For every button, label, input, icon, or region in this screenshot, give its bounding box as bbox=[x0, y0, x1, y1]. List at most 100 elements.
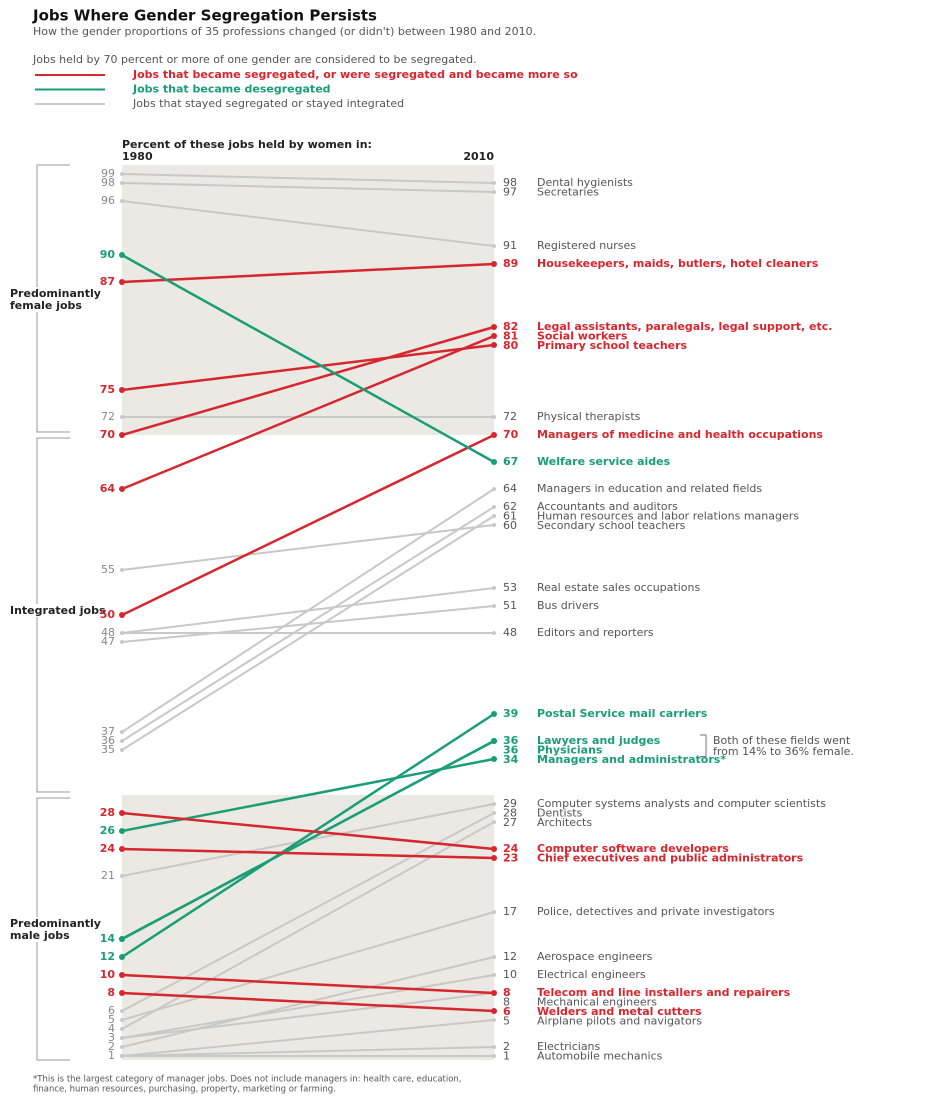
value-1980: 48 bbox=[101, 626, 115, 639]
job-name: Primary school teachers bbox=[537, 339, 688, 352]
value-2010: 61 bbox=[503, 510, 517, 523]
job-name: Mechanical engineers bbox=[537, 996, 657, 1009]
chart-subtitle: How the gender proportions of 35 profess… bbox=[33, 25, 536, 38]
group-label: Predominantly bbox=[10, 917, 101, 930]
dot-2010 bbox=[491, 459, 497, 465]
value-2010: 81 bbox=[503, 330, 518, 343]
dot-2010 bbox=[492, 505, 496, 509]
value-1980: 96 bbox=[101, 194, 115, 207]
value-1980: 4 bbox=[108, 1022, 115, 1035]
job-name: Telecom and line installers and repairer… bbox=[537, 986, 791, 999]
chart-title: Jobs Where Gender Segregation Persists bbox=[32, 7, 377, 25]
value-1980: 70 bbox=[100, 428, 116, 441]
dot-2010 bbox=[492, 523, 496, 527]
dot-1980 bbox=[120, 1036, 124, 1040]
value-2010: 39 bbox=[503, 707, 518, 720]
dot-2010 bbox=[491, 432, 497, 438]
value-1980: 1 bbox=[108, 1049, 115, 1062]
job-name: Physicians bbox=[537, 744, 603, 757]
value-1980: 10 bbox=[100, 968, 116, 981]
value-2010: 70 bbox=[503, 428, 519, 441]
annotation: Both of these fields went bbox=[713, 734, 851, 747]
value-2010: 6 bbox=[503, 1005, 511, 1018]
dot-2010 bbox=[491, 756, 497, 762]
value-2010: 89 bbox=[503, 257, 518, 270]
value-1980: 36 bbox=[101, 734, 115, 747]
value-2010: 2 bbox=[503, 1040, 510, 1053]
dot-2010 bbox=[491, 333, 497, 339]
dot-1980 bbox=[119, 828, 125, 834]
dot-2010 bbox=[491, 990, 497, 996]
label-bg bbox=[8, 287, 103, 300]
value-2010: 5 bbox=[503, 1015, 510, 1028]
job-name: Bus drivers bbox=[537, 599, 599, 612]
dot-2010 bbox=[492, 820, 496, 824]
slope-line bbox=[121, 253, 495, 464]
slope-line bbox=[121, 1046, 495, 1057]
slope-line bbox=[121, 605, 495, 643]
value-2010: 8 bbox=[503, 996, 510, 1009]
job-name: Postal Service mail carriers bbox=[537, 707, 708, 720]
group-label: female jobs bbox=[10, 299, 82, 312]
value-2010: 8 bbox=[503, 986, 511, 999]
dot-1980 bbox=[120, 181, 124, 185]
dot-1980 bbox=[119, 972, 125, 978]
value-1980: 2 bbox=[108, 1040, 115, 1053]
slope-line bbox=[121, 911, 495, 1021]
value-1980: 24 bbox=[100, 842, 116, 855]
slope-line bbox=[121, 973, 495, 995]
dot-1980 bbox=[119, 990, 125, 996]
dot-2010 bbox=[492, 973, 496, 977]
slope-line bbox=[121, 343, 495, 392]
slope-line bbox=[121, 847, 495, 860]
job-name: Lawyers and judges bbox=[537, 734, 661, 747]
slope-line bbox=[121, 173, 495, 184]
job-name: Managers in education and related fields bbox=[537, 482, 762, 495]
dot-1980 bbox=[119, 432, 125, 438]
dot-1980 bbox=[120, 748, 124, 752]
annotation: from 14% to 36% female. bbox=[713, 745, 854, 758]
dot-2010 bbox=[491, 342, 497, 348]
group-label: male jobs bbox=[10, 929, 70, 942]
job-name: Computer systems analysts and computer s… bbox=[537, 797, 826, 810]
job-name: Housekeepers, maids, butlers, hotel clea… bbox=[537, 257, 819, 270]
value-2010: 53 bbox=[503, 581, 517, 594]
dot-1980 bbox=[119, 936, 125, 942]
dot-1980 bbox=[120, 568, 124, 572]
dot-1980 bbox=[119, 810, 125, 816]
dot-1980 bbox=[119, 252, 125, 258]
value-1980: 55 bbox=[101, 563, 115, 576]
dot-1980 bbox=[119, 612, 125, 618]
value-1980: 64 bbox=[100, 482, 116, 495]
dot-1980 bbox=[120, 1045, 124, 1049]
slope-line bbox=[121, 992, 495, 1039]
label-bg bbox=[8, 917, 103, 930]
dot-2010 bbox=[492, 181, 496, 185]
slope-line bbox=[121, 325, 495, 437]
value-2010: 17 bbox=[503, 905, 517, 918]
value-2010: 36 bbox=[503, 734, 519, 747]
slope-line bbox=[121, 334, 495, 491]
value-2010: 10 bbox=[503, 968, 517, 981]
value-1980: 14 bbox=[100, 932, 116, 945]
legend-label: Jobs that became desegregated bbox=[132, 83, 331, 96]
footnote: finance, human resources, purchasing, pr… bbox=[33, 1085, 336, 1095]
label-bg bbox=[8, 929, 73, 942]
job-name: Social workers bbox=[537, 330, 628, 343]
dot-2010 bbox=[492, 244, 496, 248]
dot-2010 bbox=[492, 487, 496, 491]
dot-2010 bbox=[492, 811, 496, 815]
slope-line bbox=[121, 262, 495, 284]
dot-2010 bbox=[491, 738, 497, 744]
value-2010: 34 bbox=[503, 753, 519, 766]
value-1980: 12 bbox=[100, 950, 115, 963]
dot-1980 bbox=[120, 172, 124, 176]
x-label: 1980 bbox=[122, 150, 153, 163]
job-name: Secretaries bbox=[537, 186, 599, 199]
job-name: Airplane pilots and navigators bbox=[537, 1015, 702, 1028]
value-2010: 51 bbox=[503, 599, 517, 612]
job-name: Registered nurses bbox=[537, 239, 636, 252]
slope-line bbox=[121, 200, 495, 247]
value-2010: 12 bbox=[503, 950, 517, 963]
dot-2010 bbox=[491, 1008, 497, 1014]
